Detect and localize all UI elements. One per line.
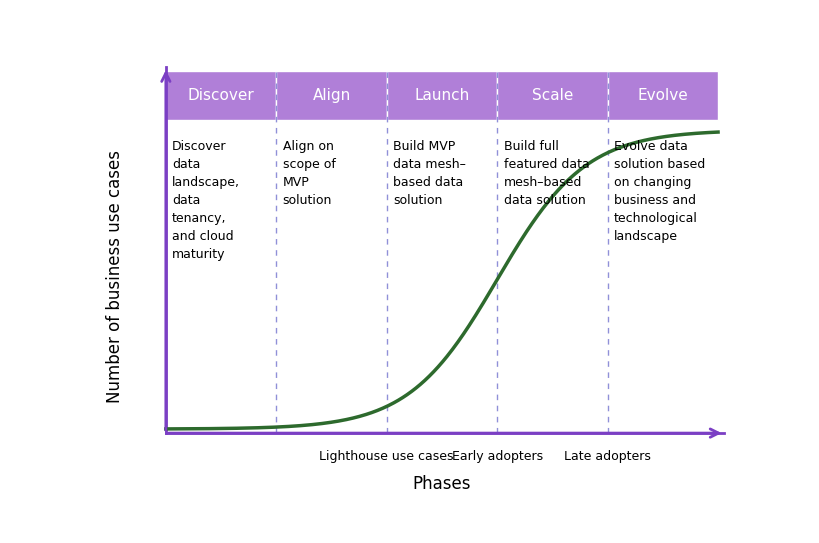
FancyBboxPatch shape: [387, 72, 497, 119]
Text: Lighthouse use cases: Lighthouse use cases: [319, 450, 454, 463]
Text: Late adopters: Late adopters: [564, 450, 651, 463]
Text: Scale: Scale: [532, 88, 573, 103]
Text: Align on
scope of
MVP
solution: Align on scope of MVP solution: [283, 141, 336, 207]
FancyBboxPatch shape: [165, 72, 276, 119]
Text: Early adopters: Early adopters: [451, 450, 543, 463]
Text: Phases: Phases: [413, 475, 471, 493]
Text: Evolve: Evolve: [637, 88, 688, 103]
Text: Build full
featured data
mesh–based
data solution: Build full featured data mesh–based data…: [504, 141, 590, 207]
Text: Discover
data
landscape,
data
tenancy,
and cloud
maturity: Discover data landscape, data tenancy, a…: [172, 141, 240, 261]
Text: Discover: Discover: [188, 88, 255, 103]
FancyBboxPatch shape: [497, 72, 608, 119]
Text: Number of business use cases: Number of business use cases: [106, 150, 124, 403]
Text: Build MVP
data mesh–
based data
solution: Build MVP data mesh– based data solution: [393, 141, 466, 207]
Text: Launch: Launch: [414, 88, 469, 103]
FancyBboxPatch shape: [608, 72, 718, 119]
FancyBboxPatch shape: [276, 72, 387, 119]
Text: Align: Align: [312, 88, 351, 103]
Text: Evolve data
solution based
on changing
business and
technological
landscape: Evolve data solution based on changing b…: [614, 141, 705, 243]
